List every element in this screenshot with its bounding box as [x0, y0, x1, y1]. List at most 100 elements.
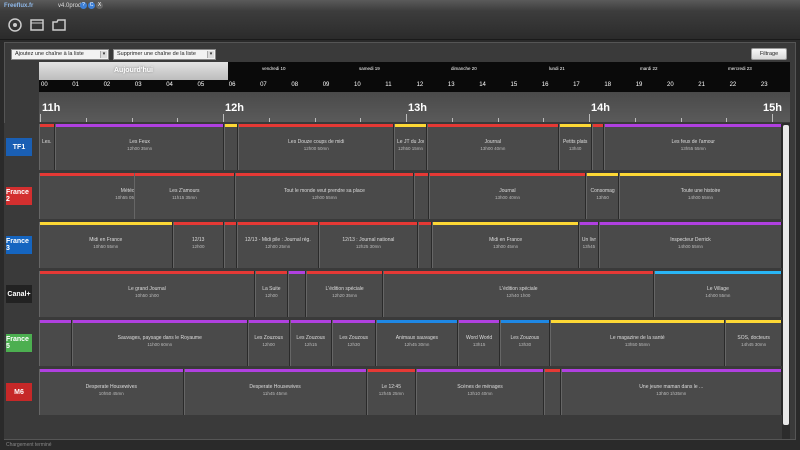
hour-label[interactable]: 07 — [260, 82, 267, 88]
program-block[interactable]: L'édition spéciale 12h40 1h00 — [383, 271, 654, 317]
add-channel-select[interactable]: Ajoutez une chaîne à la liste ▾ — [11, 49, 109, 60]
hour-label[interactable]: 22 — [729, 82, 737, 88]
program-block[interactable] — [39, 320, 72, 366]
program-block[interactable]: Midi en France 10h50 55mn — [39, 222, 173, 268]
hour-label[interactable]: 19 — [635, 82, 643, 88]
program-block[interactable]: Midi en France 13h00 45mn — [432, 222, 579, 268]
program-block[interactable]: Les Douze coups de midi 12h00 50mn — [238, 124, 395, 170]
hour-label[interactable]: 23 — [760, 82, 768, 88]
program-block[interactable] — [544, 369, 561, 415]
program-block[interactable] — [591, 124, 605, 170]
channel-logo[interactable]: M6 — [6, 383, 32, 401]
program-block[interactable]: Le magazine de la santé 13h50 55mn — [549, 320, 726, 366]
hour-label[interactable]: 15 — [510, 82, 518, 88]
program-block[interactable]: Les Feux 12h00 35mn — [55, 124, 224, 170]
program-block[interactable]: Animaux sauvages 12h45 30mn — [375, 320, 459, 366]
program-block[interactable]: Les... — [39, 124, 56, 170]
hour-label[interactable]: 17 — [573, 82, 580, 88]
program-block[interactable]: Journal 13h00 40mn — [426, 124, 559, 170]
program-block[interactable]: Les Z'amours 11h15 35mn — [134, 173, 235, 219]
channel-logo[interactable]: TF1 — [6, 138, 32, 156]
day-label[interactable]: samedi 19 — [359, 66, 380, 71]
hour-label[interactable]: 14 — [479, 82, 486, 88]
hour-label[interactable]: 18 — [604, 82, 612, 88]
remove-channel-label: Supprimer une chaîne de la liste — [117, 51, 196, 57]
program-block[interactable]: Journal 13h00 40mn — [428, 173, 587, 219]
today-button[interactable]: Aujourd'hui — [39, 62, 228, 80]
program-block[interactable]: Les Zouzous 13h30 — [500, 320, 550, 366]
program-block[interactable]: Inspecteur Derrick 14h00 55mn — [598, 222, 782, 268]
program-block[interactable]: Une jeune maman dans le ... 13h50 1h35mn — [560, 369, 782, 415]
day-label[interactable]: vendredi 10 — [262, 66, 286, 71]
program-block[interactable] — [417, 222, 433, 268]
day-label[interactable]: mercredi 23 — [728, 66, 752, 71]
remove-channel-select[interactable]: Supprimer une chaîne de la liste ▾ — [113, 49, 216, 60]
hour-label[interactable]: 02 — [103, 82, 111, 88]
program-block[interactable]: L'édition spéciale 12h20 35mn — [306, 271, 384, 317]
hour-label[interactable]: 06 — [228, 82, 236, 88]
program-block[interactable]: Les Zouzous 12h00 — [247, 320, 290, 366]
program-block[interactable]: La Suite 12h00 — [254, 271, 288, 317]
program-block[interactable]: Desperate Housewives 11h45 45mn — [183, 369, 367, 415]
channel-logo[interactable]: France 2 — [6, 187, 32, 205]
hour-label[interactable]: 10 — [354, 82, 361, 88]
hour-label[interactable]: 11 — [385, 82, 392, 88]
genre-bar — [415, 173, 428, 176]
program-block[interactable]: Word World 13h15 — [458, 320, 501, 366]
hour-label[interactable]: 00 — [41, 82, 48, 88]
hour-label[interactable]: 01 — [72, 82, 79, 88]
program-block[interactable] — [223, 124, 239, 170]
program-block[interactable] — [414, 173, 429, 219]
hour-label[interactable]: 20 — [667, 82, 674, 88]
program-block[interactable]: 12/13 : Journal national 12h25 30mn — [318, 222, 418, 268]
program-block[interactable]: Scènes de ménages 13h10 40mn — [415, 369, 545, 415]
program-block[interactable]: Sauvages, paysage dans le Royaume 11h00 6… — [71, 320, 248, 366]
tv-icon[interactable] — [6, 16, 24, 34]
program-block[interactable]: Le Village 14h00 55mn — [653, 271, 782, 317]
hour-label[interactable]: 05 — [197, 82, 205, 88]
genre-bar — [433, 222, 578, 225]
day-label[interactable]: mardi 22 — [640, 66, 658, 71]
program-block[interactable]: Le JT du Jour12h50 15mn — [394, 124, 427, 170]
hour-label[interactable]: 03 — [134, 82, 142, 88]
hour-label[interactable]: 08 — [291, 82, 299, 88]
channel-logo[interactable]: Canal+ — [6, 285, 32, 303]
hour-label[interactable]: 04 — [166, 82, 173, 88]
program-block[interactable] — [287, 271, 307, 317]
program-block[interactable]: Desperate Housewives 10h50 45mn — [39, 369, 184, 415]
program-block[interactable] — [223, 222, 237, 268]
program-block[interactable]: 12/13 - Midi pile : Journal rég. 12h00 25… — [236, 222, 319, 268]
scrollbar-thumb[interactable] — [783, 125, 789, 425]
channel-logo[interactable]: France 5 — [6, 334, 32, 352]
hour-label[interactable]: 16 — [541, 82, 549, 88]
program-block[interactable]: Les Zouzous 12h30 — [331, 320, 376, 366]
program-block[interactable]: Petits plats 13h40 — [558, 124, 592, 170]
program-block[interactable]: Les feux de l'amour 13h55 55mn — [604, 124, 782, 170]
program-title: 12/13 — [191, 237, 205, 243]
program-block[interactable]: SOS, docteurs 14h45 30mn — [725, 320, 782, 366]
hour-label[interactable]: 12 — [416, 82, 424, 88]
calendar-icon[interactable] — [28, 16, 46, 34]
hour-label[interactable]: 13 — [447, 82, 455, 88]
day-label[interactable]: lundi 21 — [549, 66, 565, 71]
program-title: Les Z'amours — [169, 188, 200, 194]
program-block[interactable]: 12/13 12h00 — [172, 222, 224, 268]
program-block[interactable]: Tout le monde veut prendre sa place 12h00… — [234, 173, 415, 219]
program-time: 12h00 55mn — [311, 195, 337, 200]
folder-icon[interactable] — [50, 16, 68, 34]
channel-logo[interactable]: France 3 — [6, 236, 32, 254]
program-block[interactable]: Le grand Journal 10h50 1h00 — [39, 271, 255, 317]
hour-label[interactable]: 09 — [322, 82, 330, 88]
vertical-scrollbar[interactable] — [782, 123, 790, 439]
help-button[interactable]: ? — [80, 2, 87, 9]
close-button[interactable]: X — [96, 2, 103, 9]
filter-button[interactable]: Filtrage — [751, 48, 787, 60]
program-block[interactable]: Un livre un jour13h45 — [578, 222, 599, 268]
refresh-button[interactable]: C — [88, 2, 95, 9]
program-block[interactable]: Le 12:45 12h45 25mn — [366, 369, 416, 415]
hour-label[interactable]: 21 — [698, 82, 705, 88]
day-label[interactable]: dimanche 20 — [451, 66, 477, 71]
program-block[interactable]: Consomag 13h50 — [586, 173, 620, 219]
program-block[interactable]: Toute une histoire 14h00 55mn — [619, 173, 782, 219]
program-block[interactable]: Les Zouzous 12h15 — [289, 320, 332, 366]
